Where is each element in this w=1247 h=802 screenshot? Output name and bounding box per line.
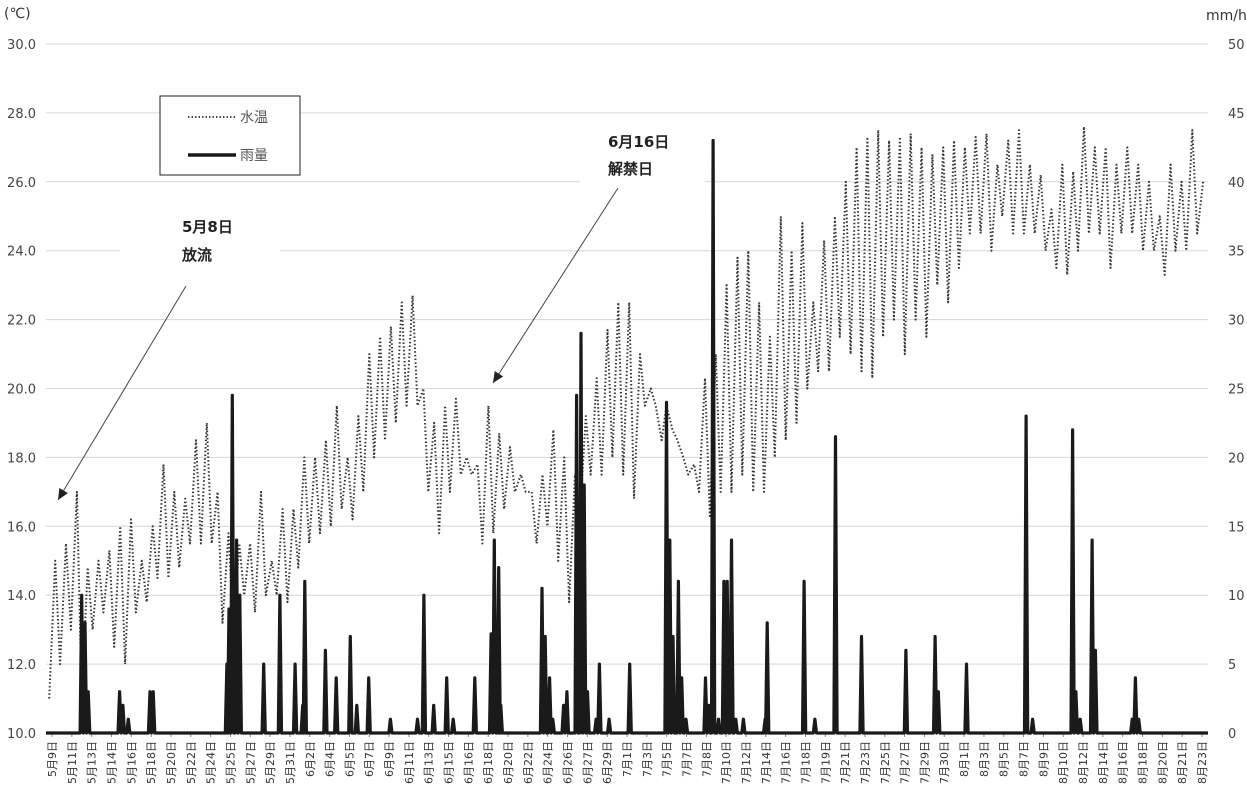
x-tick-label: 8月1日 [958,741,971,777]
x-tick-label: 6月22日 [522,741,535,784]
annotation-opening: 6月16日 解禁日 [492,125,705,384]
x-tick-label: 5月31日 [284,741,297,784]
y-tick-label-left: 14.0 [7,589,36,604]
x-tick-label: 7月21日 [839,741,852,784]
x-tick-label: 7月30日 [938,741,951,784]
annotation-release-text: 放流 [181,246,212,264]
legend: 水温 雨量 [159,95,301,176]
x-tick-label: 6月24日 [542,741,555,784]
y-tick-label-left: 16.0 [7,520,36,535]
annotation-release: 5月8日 放流 [57,210,280,501]
y-tick-label-left: 22.0 [7,314,36,329]
x-tick-label: 6月13日 [423,741,436,784]
y-tick-label-left: 10.0 [7,727,36,742]
y-tick-label-left: 30.0 [7,38,36,53]
x-tick-label: 7月27日 [899,741,912,784]
x-tick-label: 8月12日 [1077,741,1090,784]
y-tick-label-right: 25 [1228,383,1245,398]
x-tick-label: 8月9日 [1037,741,1050,777]
y-tick-label-right: 45 [1228,107,1245,122]
x-tick-label: 5月25日 [224,741,237,784]
x-tick-label: 5月20日 [165,741,178,784]
x-tick-label: 6月11日 [403,741,416,784]
x-tick-label: 7月10日 [720,741,733,784]
x-tick-label: 6月16日 [462,741,475,784]
y-tick-label-right: 20 [1228,451,1245,466]
y-tick-label-right: 40 [1228,176,1245,191]
y-tick-label-right: 0 [1228,727,1236,742]
x-tick-label: 8月5日 [998,741,1011,777]
x-tick-label: 8月20日 [1156,741,1169,784]
x-tick-label: 5月22日 [185,741,198,784]
annotation-release-date: 5月8日 [182,218,233,236]
x-tick-label: 7月7日 [680,741,693,777]
x-tick-label: 7月5日 [661,741,674,777]
x-tick-label: 8月3日 [978,741,991,777]
x-tick-label: 5月27日 [244,741,257,784]
x-tick-label: 6月26日 [562,741,575,784]
legend-label-water-temp: 水温 [240,110,268,126]
x-tick-label: 8月7日 [1018,741,1031,777]
x-tick-label: 5月14日 [105,741,118,784]
y-tick-label-left: 28.0 [7,107,36,122]
x-tick-label: 8月18日 [1137,741,1150,784]
x-tick-label: 6月7日 [363,741,376,777]
x-tick-label: 6月20日 [502,741,515,784]
y-tick-label-right: 35 [1228,245,1245,260]
x-tick-label: 8月23日 [1196,741,1209,784]
x-tick-label: 5月13日 [86,741,99,784]
y-tick-label-left: 26.0 [7,176,36,191]
x-tick-label: 5月24日 [205,741,218,784]
x-tick-label: 6月9日 [383,741,396,777]
annotation-opening-date: 6月16日 [608,133,669,151]
x-tick-label: 6月5日 [343,741,356,777]
left-unit-label: (℃) [4,6,31,22]
y-tick-label-left: 20.0 [7,383,36,398]
y-tick-label-right: 50 [1228,38,1245,53]
x-tick-label: 6月15日 [443,741,456,784]
annotation-opening-text: 解禁日 [608,160,653,178]
x-tick-label: 7月16日 [780,741,793,784]
x-tick-label: 6月27日 [581,741,594,784]
x-tick-label: 7月25日 [879,741,892,784]
x-tick-label: 7月23日 [859,741,872,784]
x-tick-label: 6月18日 [482,741,495,784]
y-tick-label-left: 12.0 [7,658,36,673]
x-tick-label: 7月14日 [760,741,773,784]
y-tick-label-left: 24.0 [7,245,36,260]
x-tick-label: 7月12日 [740,741,753,784]
x-tick-label: 7月18日 [799,741,812,784]
x-tick-label: 5月18日 [145,741,158,784]
x-tick-label: 7月8日 [700,741,713,777]
x-tick-label: 5月29日 [264,741,277,784]
x-tick-label: 7月3日 [641,741,654,777]
x-tick-label: 8月14日 [1097,741,1110,784]
y-tick-label-left: 18.0 [7,451,36,466]
x-tick-label: 5月16日 [125,741,138,784]
x-tick-label: 8月16日 [1117,741,1130,784]
series-rainfall [46,138,1208,735]
x-tick-label: 5月11日 [66,741,79,784]
left-axis-ticks: 10.0 12.0 14.0 16.0 18.0 20.0 22.0 24.0 26.0 28.0… [7,38,36,742]
x-tick-label: 8月21日 [1176,741,1189,784]
x-axis-ticks: 5月9日 5月11日 5月13日 5月14日 5月16日 5月18日 5月20日 5月22日 5… [46,733,1209,784]
y-tick-label-right: 5 [1228,658,1236,673]
x-tick-label: 8月10日 [1057,741,1070,784]
x-tick-label: 5月9日 [46,741,59,777]
y-tick-label-right: 10 [1228,589,1245,604]
rainfall-line [46,138,1208,735]
y-tick-label-right: 15 [1228,520,1245,535]
x-tick-label: 6月29日 [601,741,614,784]
x-tick-label: 7月1日 [621,741,634,777]
x-tick-label: 7月19日 [819,741,832,784]
legend-label-rainfall: 雨量 [240,148,268,164]
x-tick-label: 7月29日 [918,741,931,784]
right-unit-label: mm/h [1206,8,1247,24]
y-tick-label-right: 30 [1228,314,1245,329]
x-tick-label: 6月2日 [304,741,317,777]
x-tick-label: 6月4日 [324,741,337,777]
right-axis-ticks: 0 5 10 15 20 25 30 35 40 45 50 [1228,38,1245,742]
